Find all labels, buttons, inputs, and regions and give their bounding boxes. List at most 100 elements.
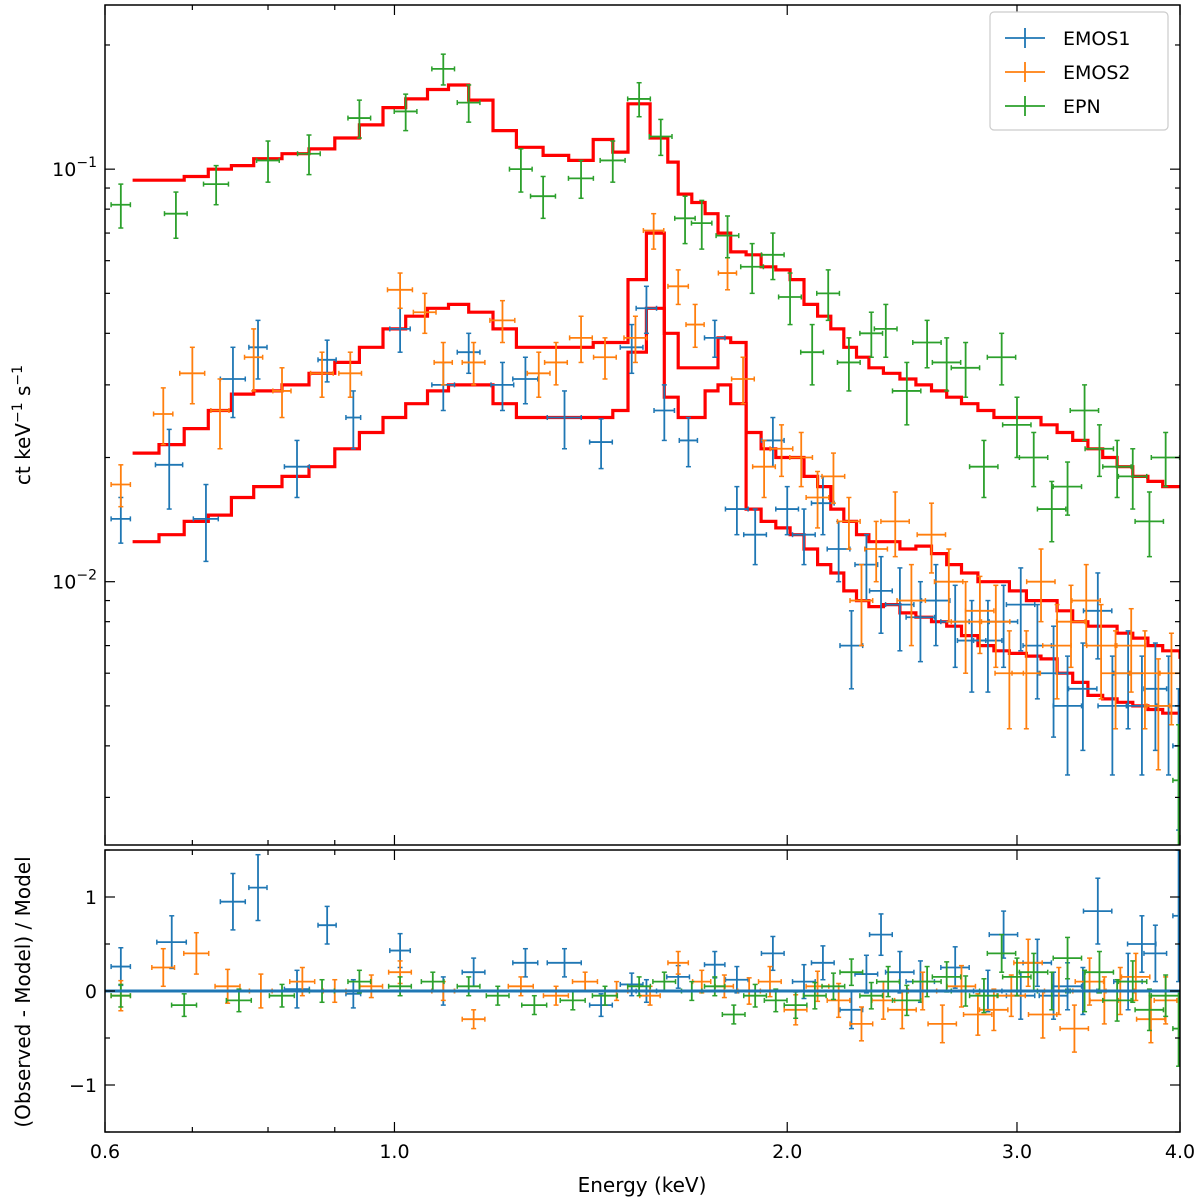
data-point (690, 199, 713, 250)
residual-point (946, 964, 977, 1008)
data-point (821, 452, 846, 504)
residual-point (940, 946, 970, 989)
data-point (588, 418, 614, 470)
residual-point (1013, 938, 1043, 988)
y-label-unit: ct keV (11, 423, 35, 485)
y-tick-exp: −1 (76, 155, 97, 171)
residual-point (1120, 952, 1151, 1002)
residual-point (931, 961, 962, 993)
data-point (1143, 642, 1168, 752)
residual-point (559, 990, 586, 1011)
residual-point (791, 963, 816, 1000)
data-point (529, 175, 557, 220)
residual-point (703, 950, 726, 979)
data-point (972, 599, 1003, 693)
data-point (920, 563, 951, 647)
data-point (751, 439, 777, 499)
data-point (739, 242, 765, 295)
residual-point (110, 983, 132, 1008)
residual-point (962, 993, 993, 1036)
bottom-panel (104, 849, 1181, 1133)
residual-point (1001, 957, 1032, 997)
residual-point (1172, 850, 1180, 983)
residual-point (268, 983, 296, 1008)
data-point (653, 384, 676, 442)
model-line (132, 306, 1180, 717)
data-point (386, 272, 414, 310)
data-point (805, 470, 830, 529)
residual-point (760, 935, 785, 972)
data-point (724, 485, 749, 536)
data-point (1129, 630, 1160, 730)
data-point (1025, 548, 1056, 623)
data-point (715, 215, 740, 259)
top-axis-ticks (104, 5, 1181, 845)
data-point (1069, 384, 1100, 442)
model-line (132, 83, 1180, 489)
data-point (884, 567, 915, 652)
top-panel (104, 4, 1181, 846)
residual-point (968, 978, 999, 1014)
data-point (777, 272, 803, 326)
data-point (931, 337, 962, 392)
residual-point (884, 950, 915, 994)
data-point (849, 563, 874, 647)
data-point (986, 332, 1017, 386)
data-point (512, 356, 539, 405)
residual-point (802, 981, 827, 1010)
x-tick-label: 3.0 (1002, 1141, 1032, 1163)
data-point (489, 299, 516, 344)
data-point (110, 464, 132, 508)
residual-point (1117, 960, 1148, 1004)
residual-point (667, 950, 690, 975)
data-point (742, 508, 768, 566)
data-point (1011, 630, 1042, 730)
data-point (461, 341, 486, 386)
residual-point (151, 947, 176, 988)
data-point (1084, 424, 1115, 478)
y-label-unit2: s (11, 386, 35, 403)
data-point (219, 346, 247, 419)
x-tick-label: 0.6 (90, 1141, 120, 1163)
data-point (210, 378, 230, 450)
data-point (255, 140, 280, 183)
residual-point (248, 853, 268, 922)
residual-point (219, 872, 247, 931)
residual-point (757, 965, 782, 998)
data-point (296, 134, 321, 176)
data-point (1117, 448, 1148, 510)
legend-entry: EMOS1 (1005, 28, 1131, 50)
residual-point (826, 982, 851, 1019)
y-label-exp1: −1 (10, 402, 26, 423)
data-point (891, 361, 922, 426)
data-point (994, 630, 1025, 730)
residual-point (1134, 988, 1165, 1032)
legend-label: EMOS1 (1063, 28, 1131, 50)
residual-point (461, 957, 486, 988)
y-tick-label: 10−1 (52, 155, 97, 181)
data-point (950, 341, 981, 398)
data-point (968, 439, 999, 499)
data-point (393, 93, 418, 132)
data-point (623, 315, 648, 364)
residual-point (485, 985, 510, 1006)
residual-point (387, 960, 413, 985)
residual-point (742, 983, 768, 1008)
data-point (933, 548, 964, 623)
data-point (635, 285, 658, 335)
residual-point (588, 993, 614, 1018)
residual-point (783, 991, 808, 1020)
data-point (1005, 567, 1036, 652)
residual-point (387, 976, 413, 997)
data-point (433, 341, 454, 386)
x-tick-label: 4.0 (1165, 1141, 1195, 1163)
data-point (546, 390, 583, 450)
data-point (685, 303, 705, 349)
residual-point (283, 969, 311, 1009)
data-point (456, 84, 481, 123)
residual-point (156, 915, 188, 970)
legend: EMOS1 EMOS2 EPN (989, 11, 1169, 131)
y-tick-exp: −2 (76, 568, 97, 584)
data-point (619, 323, 644, 375)
residual-point (214, 968, 241, 1004)
